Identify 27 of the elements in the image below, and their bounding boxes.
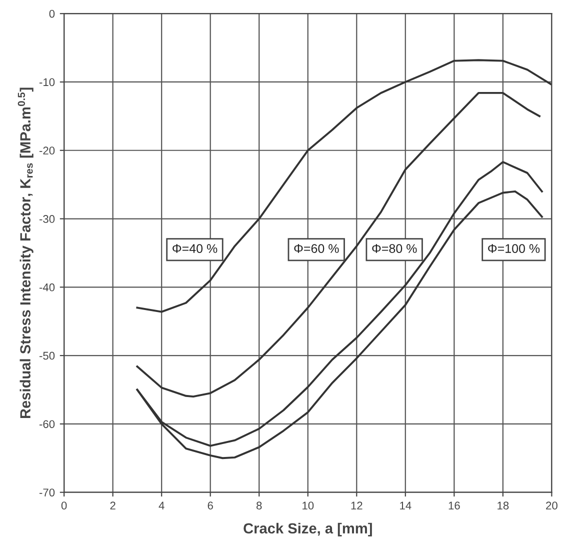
x-tick-label: 8: [256, 502, 262, 510]
series-label: Φ=60 %: [294, 244, 339, 253]
x-axis-title: Crack Size, a [mm]: [244, 522, 372, 536]
x-tick-label: 18: [498, 502, 509, 510]
y-tick-label: -40: [39, 283, 55, 292]
series-label: Φ=80 %: [372, 244, 417, 253]
x-tick-label: 12: [351, 502, 362, 510]
x-tick-label: 20: [546, 502, 558, 510]
y-tick-label: -70: [39, 488, 55, 496]
x-tick-label: 6: [208, 502, 213, 510]
x-tick-label: 0: [61, 502, 67, 510]
x-tick-label: 10: [302, 502, 314, 510]
y-tick-label: -20: [39, 146, 55, 155]
series-label: Φ=40 %: [172, 244, 218, 253]
y-axis-title: Residual Stress Intensity Factor, K$_{res}$ [MPa.m$^{0.5}$]: [18, 88, 34, 418]
y-tick-label: -50: [39, 352, 55, 360]
y-tick-label: 0: [49, 10, 55, 18]
text: Φ=100 %: [488, 244, 540, 253]
line-series: [136, 59, 552, 313]
x-tick-label: 2: [110, 502, 116, 510]
y-tick-label: -30: [39, 215, 55, 223]
x-tick-label: 4: [158, 502, 164, 510]
y-tick-label: -10: [39, 78, 55, 86]
y-tick-label: -60: [39, 420, 55, 428]
x-tick-label: 16: [448, 502, 460, 510]
x-tick-label: 14: [400, 502, 412, 510]
line-series: [136, 92, 540, 398]
